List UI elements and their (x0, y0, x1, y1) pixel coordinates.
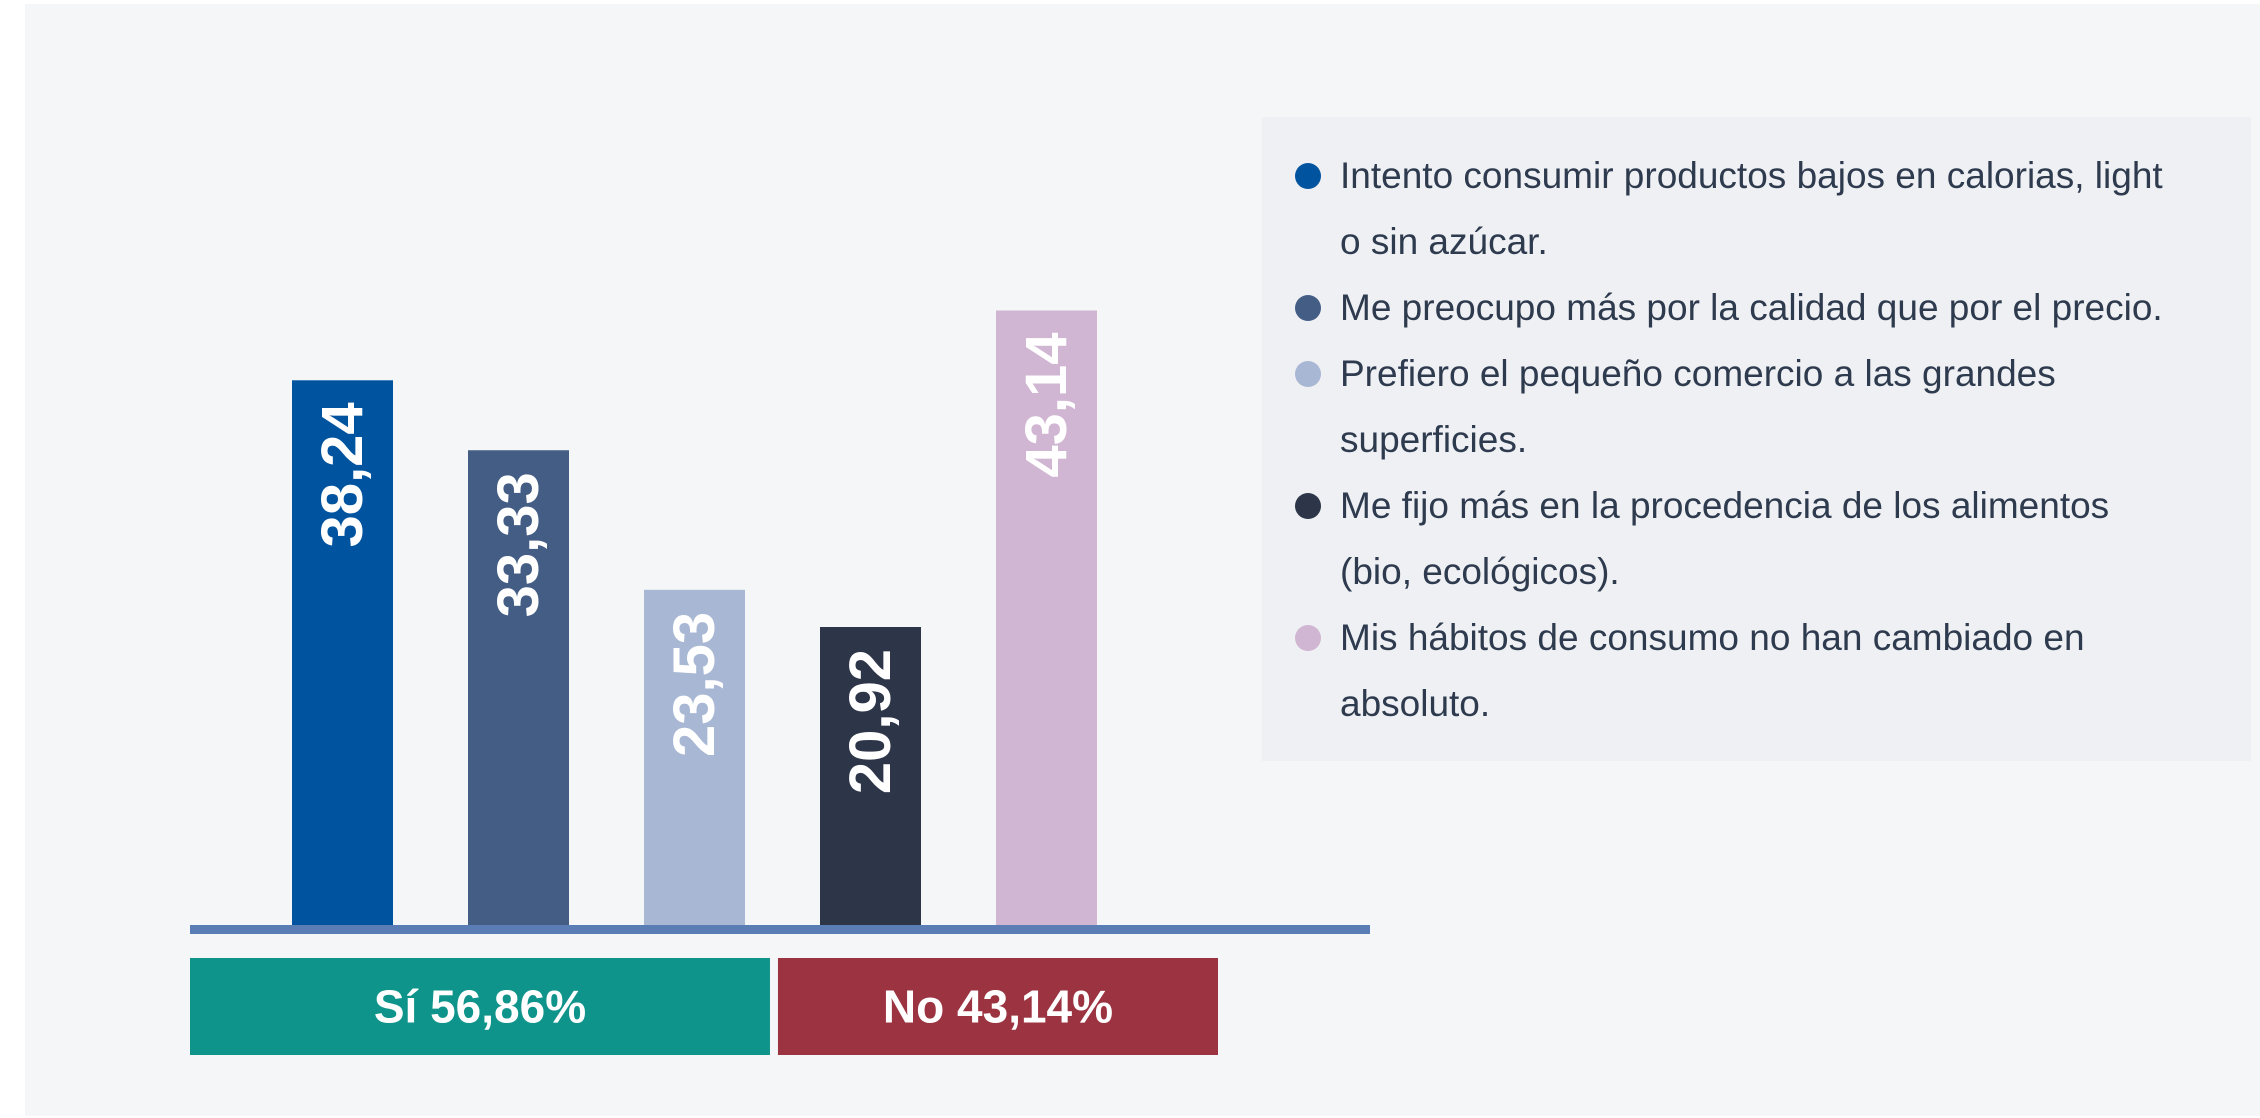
legend: Intento consumir productos bajos en calo… (1262, 117, 2251, 761)
split-segment (190, 958, 770, 1055)
legend-item: Me preocupo más por la calidad que por e… (1295, 275, 2170, 341)
bar (996, 310, 1097, 926)
legend-item: Me fijo más en la procedencia de los ali… (1295, 473, 2170, 605)
legend-label: Me fijo más en la procedencia de los ali… (1340, 485, 2110, 592)
legend-dot (1295, 361, 1321, 387)
split-value: 56,86% (430, 981, 586, 1033)
split-segment (777, 958, 1218, 1055)
value-label: 33,33 (486, 472, 551, 617)
value-label: 20,92 (838, 649, 903, 794)
legend-item: Prefiero el pequeño comercio a las grand… (1295, 341, 2170, 473)
value-label: 38,24 (310, 402, 375, 547)
legend-item: Mis hábitos de consumo no han cambiado e… (1295, 605, 2170, 737)
split-label: Sí 56,86% (374, 981, 586, 1033)
split-name: No (883, 981, 944, 1033)
bar (292, 380, 393, 925)
bar (820, 627, 921, 925)
bar (644, 589, 745, 925)
legend-item: Intento consumir productos bajos en calo… (1295, 143, 2170, 275)
legend-label: Intento consumir productos bajos en calo… (1340, 155, 2163, 262)
baseline (190, 925, 1370, 934)
bar (468, 450, 569, 925)
legend-dot (1295, 625, 1321, 651)
value-label: 23,53 (662, 612, 727, 757)
value-label: 43,14 (1014, 332, 1079, 477)
legend-dot (1295, 493, 1321, 519)
split-value: 43,14% (957, 981, 1113, 1033)
split-label: No 43,14% (883, 981, 1113, 1033)
legend-dot (1295, 163, 1321, 189)
legend-label: Prefiero el pequeño comercio a las grand… (1340, 353, 2056, 460)
legend-label: Mis hábitos de consumo no han cambiado e… (1340, 617, 2085, 724)
legend-label: Me preocupo más por la calidad que por e… (1340, 287, 2163, 328)
split-name: Sí (374, 981, 420, 1033)
legend-dot (1295, 295, 1321, 321)
